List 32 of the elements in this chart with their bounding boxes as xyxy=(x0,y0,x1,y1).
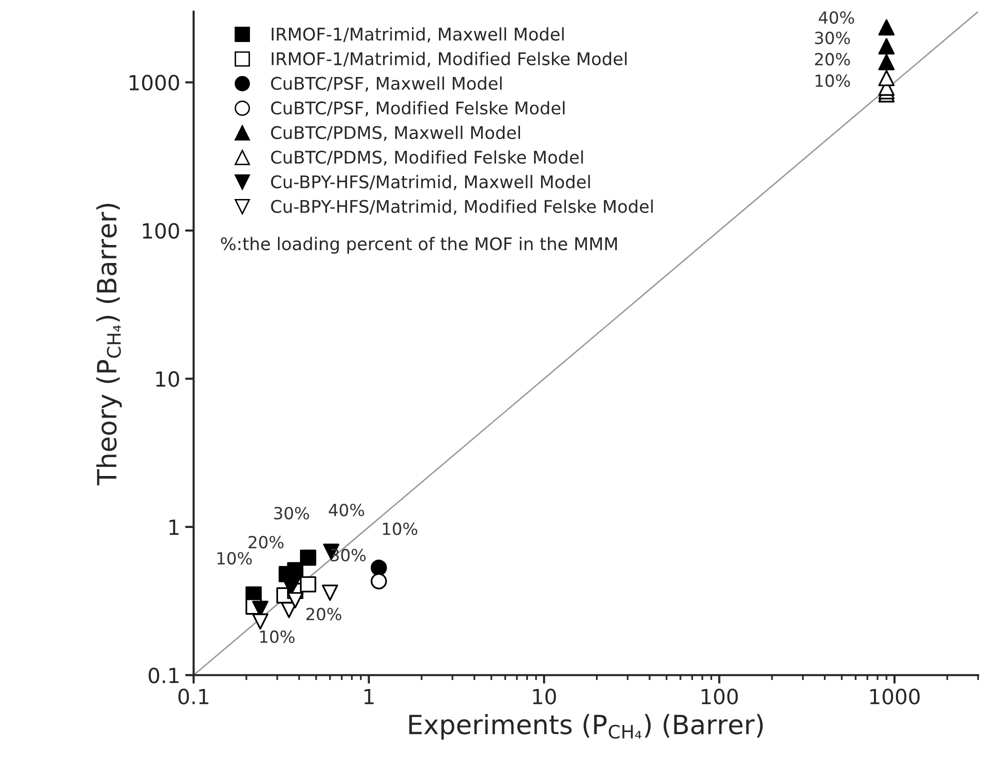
annotation: 40% xyxy=(328,504,364,516)
y-tick-label: 100 xyxy=(142,222,180,239)
annotation: 10% xyxy=(382,522,418,536)
legend-label: Cu-BPY-HFS/Matrimid, Modified Felske Model xyxy=(271,200,653,215)
legend-label: Cu-BPY-HFS/Matrimid, Maxwell Model xyxy=(271,174,590,190)
legend-label: CuBTC/PSF, Modified Felske Model xyxy=(271,101,564,116)
annotation: %:the loading percent of the MOF in the MMM xyxy=(220,236,617,254)
x-tick-label: 1000 xyxy=(870,688,920,704)
annotation: 10% xyxy=(260,630,295,644)
annotation: 20% xyxy=(815,52,850,66)
annotation: 20% xyxy=(248,536,284,548)
annotation: 10% xyxy=(816,74,850,87)
x-tick-label: 1 xyxy=(364,688,374,704)
annotation: 30% xyxy=(274,506,310,520)
x-tick-label: 100 xyxy=(702,688,738,704)
y-tick-label: 0.1 xyxy=(148,668,179,684)
legend-label: IRMOF-1/Matrimid, Maxwell Model xyxy=(272,27,564,42)
x-axis-title: Experiments (P$_{CH₄}$) (Barrer) xyxy=(409,714,763,740)
legend-label: CuBTC/PDMS, Maxwell Model xyxy=(271,126,520,141)
y-axis-title: Theory (P$_{CH₄}$) (Barrer) xyxy=(96,204,122,486)
legend-label: IRMOF-1/Matrimid, Modified Felske Model xyxy=(272,52,627,68)
annotation: 20% xyxy=(306,608,342,620)
x-tick-label: 10 xyxy=(533,688,556,704)
annotation: 30% xyxy=(815,32,850,44)
y-tick-label: 1000 xyxy=(130,74,180,91)
x-tick-label: 0.1 xyxy=(178,688,208,704)
legend-label: CuBTC/PSF, Maxwell Model xyxy=(271,76,502,92)
y-tick-label: 10 xyxy=(156,371,180,387)
annotation: 10% xyxy=(218,552,252,565)
legend-label: CuBTC/PDMS, Modified Felske Model xyxy=(271,150,583,166)
y-tick-label: 1 xyxy=(169,520,179,535)
annotation: 40% xyxy=(818,11,854,24)
